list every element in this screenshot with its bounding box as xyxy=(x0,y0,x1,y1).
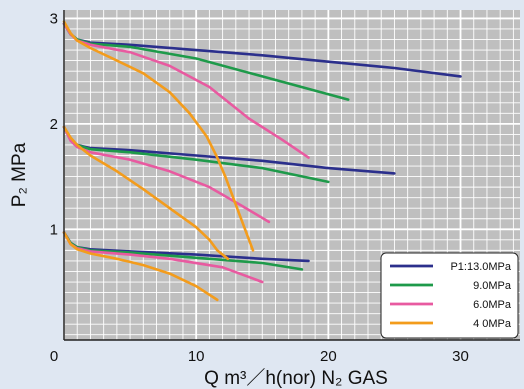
series-line xyxy=(62,125,230,261)
legend-box xyxy=(380,252,519,339)
x-tick-label: 10 xyxy=(188,348,205,365)
series-line xyxy=(62,125,271,224)
x-tick-label: 0 xyxy=(50,348,58,365)
y-tick-label: 1 xyxy=(50,221,58,238)
x-axis-title: Q m³／h(nor) N₂ GAS xyxy=(204,367,388,389)
x-tick-labels: 0 10 20 30 xyxy=(50,348,469,365)
legend: P1:13.0MPa 9.0MPa 6.0MPa 4 0MPa xyxy=(380,252,519,339)
legend-label: P1:13.0MPa xyxy=(450,261,511,273)
y-tick-label: 2 xyxy=(50,116,58,133)
y-axis-title: P₂ MPa xyxy=(9,142,30,207)
series-lines xyxy=(62,20,462,302)
y-tick-label: 3 xyxy=(50,10,58,27)
legend-label: 4 0MPa xyxy=(473,318,512,330)
legend-label: 9.0MPa xyxy=(473,280,512,292)
x-tick-label: 30 xyxy=(452,348,469,365)
legend-label: 6.0MPa xyxy=(473,299,512,311)
series-line xyxy=(62,231,219,302)
x-tick-label: 20 xyxy=(320,348,337,365)
series-line xyxy=(62,20,255,252)
y-tick-labels: 1 2 3 xyxy=(50,10,58,238)
